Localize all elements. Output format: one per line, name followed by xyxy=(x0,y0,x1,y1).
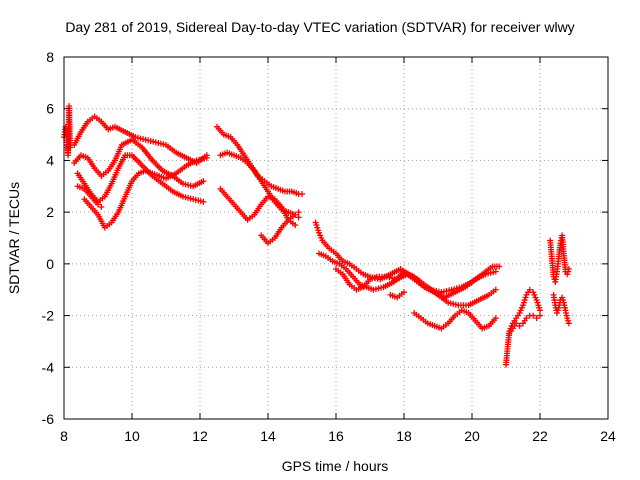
data-point xyxy=(95,201,101,208)
series-arc-2 xyxy=(71,113,210,167)
x-tick-label: 10 xyxy=(124,428,140,444)
x-tick-label: 20 xyxy=(464,428,480,444)
data-point xyxy=(200,178,207,185)
y-axis-label: SDTVAR / TECUs xyxy=(6,182,22,294)
data-point xyxy=(496,263,503,270)
series-arc-14 xyxy=(411,307,499,332)
y-tick-label: -4 xyxy=(42,359,55,375)
series-arc-12 xyxy=(316,250,499,301)
data-point xyxy=(533,315,540,322)
y-tick-label: 2 xyxy=(46,204,54,220)
data-point xyxy=(200,198,207,205)
data-point xyxy=(516,322,523,329)
data-point xyxy=(292,211,299,218)
y-tick-label: -2 xyxy=(42,308,55,324)
y-tick-label: 4 xyxy=(46,152,54,168)
y-tick-label: 8 xyxy=(46,49,54,65)
series-arc-16 xyxy=(503,286,543,368)
data-point xyxy=(67,144,74,151)
data-point xyxy=(523,315,530,322)
data-point xyxy=(492,286,499,293)
data-point xyxy=(530,312,537,319)
y-tick-label: 0 xyxy=(46,256,54,272)
data-point xyxy=(295,214,302,221)
x-tick-label: 16 xyxy=(328,428,344,444)
series-arc-18 xyxy=(547,232,572,285)
data-point xyxy=(401,289,407,296)
data-point xyxy=(492,268,499,275)
series-arc-6 xyxy=(74,183,105,210)
x-tick-label: 18 xyxy=(396,428,412,444)
data-point xyxy=(565,320,572,327)
series-arc-19 xyxy=(550,291,572,327)
data-point xyxy=(526,286,533,293)
chart-title: Day 281 of 2019, Sidereal Day-to-day VTE… xyxy=(65,19,574,35)
series-arc-1 xyxy=(61,103,74,159)
series-arc-7 xyxy=(214,123,305,198)
data-point xyxy=(537,307,543,314)
data-point xyxy=(292,222,299,229)
data-point xyxy=(565,266,572,273)
series-arc-15 xyxy=(387,289,407,301)
x-tick-label: 12 xyxy=(192,428,208,444)
data-point xyxy=(513,320,520,327)
x-tick-label: 14 xyxy=(260,428,276,444)
data-point xyxy=(299,191,305,198)
y-tick-label: 6 xyxy=(46,101,54,117)
x-axis-label: GPS time / hours xyxy=(282,458,389,474)
x-tick-label: 22 xyxy=(532,428,548,444)
data-point xyxy=(98,203,105,210)
data-point xyxy=(203,154,210,161)
x-tick-label: 24 xyxy=(600,428,616,444)
data-points xyxy=(61,103,572,368)
y-tick-label: -6 xyxy=(42,411,55,427)
series-arc-13 xyxy=(333,266,499,309)
series-arc-11 xyxy=(312,219,503,296)
series-arc-3 xyxy=(71,136,207,190)
series-arc-5 xyxy=(81,154,210,231)
data-point xyxy=(492,315,499,322)
data-point xyxy=(537,312,543,319)
series-arc-10 xyxy=(258,209,302,247)
data-point xyxy=(295,209,302,216)
series-arc-17 xyxy=(506,312,543,337)
x-tick-label: 8 xyxy=(60,428,68,444)
grid-lines xyxy=(64,57,608,419)
